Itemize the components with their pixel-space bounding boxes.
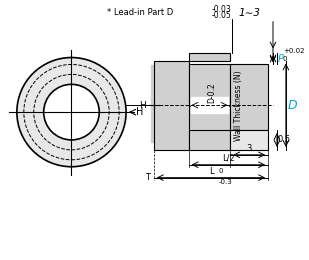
- Text: * Lead-in Part D: * Lead-in Part D: [107, 8, 173, 17]
- Text: H: H: [136, 107, 143, 117]
- Bar: [188, 130, 230, 150]
- Text: 0: 0: [219, 168, 223, 174]
- Bar: [154, 61, 188, 150]
- Text: -0.3: -0.3: [219, 179, 233, 185]
- Bar: [188, 64, 230, 106]
- Text: Wall Thickness (N): Wall Thickness (N): [234, 70, 243, 141]
- Text: P: P: [278, 54, 284, 63]
- Text: D: D: [288, 99, 298, 112]
- Text: 0.5: 0.5: [278, 135, 291, 144]
- Circle shape: [44, 84, 99, 140]
- Text: 3: 3: [247, 144, 252, 153]
- Bar: [230, 130, 268, 150]
- Bar: [188, 53, 230, 61]
- Bar: [230, 64, 268, 130]
- Text: -0.05: -0.05: [211, 11, 231, 20]
- Text: 0: 0: [283, 56, 287, 62]
- Text: L: L: [209, 167, 213, 176]
- Text: +0.02: +0.02: [283, 48, 304, 54]
- Text: L/2: L/2: [222, 154, 235, 163]
- Bar: [191, 97, 228, 113]
- Circle shape: [17, 57, 126, 167]
- Text: -0.03: -0.03: [211, 5, 231, 14]
- Text: D-0.2: D-0.2: [207, 83, 216, 103]
- Text: H: H: [139, 101, 146, 110]
- Text: T: T: [145, 173, 150, 182]
- Text: 1∼3: 1∼3: [238, 8, 260, 18]
- Bar: [151, 66, 260, 142]
